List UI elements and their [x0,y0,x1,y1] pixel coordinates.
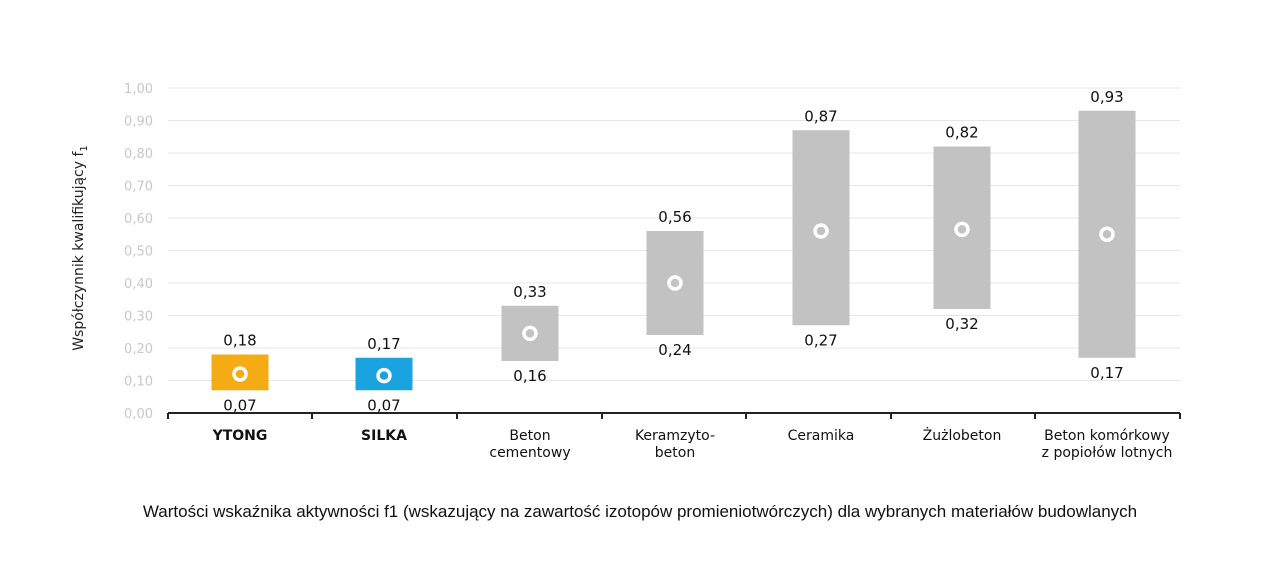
y-tick-label: 0,50 [124,245,153,260]
y-axis-title-subscript: 1 [79,145,90,151]
range-bar [933,146,991,309]
chart-caption: Wartości wskaźnika aktywności f1 (wskazu… [142,502,1138,521]
y-tick-label: 0,10 [124,375,153,390]
category-label: Żużlobeton [923,426,1002,444]
category-label: Beton [509,428,550,444]
category-label: Beton komórkowy [1044,428,1170,444]
category-label: YTONG [212,428,268,444]
low-value-label: 0,27 [804,331,837,349]
y-tick-label: 0,90 [124,115,153,130]
range-bar [211,354,269,391]
y-axis-title-text: Współczynnik kwalifikujący f [71,151,87,351]
value-labels: 0,18 0,07 0,17 0,07 0,33 0,16 0,56 0,24 0,87 0,27… [223,88,1123,415]
range-bar [1078,110,1136,358]
midpoint-marker [667,275,683,291]
low-value-label: 0,24 [658,341,691,359]
range-bar [646,231,704,335]
y-tick-label: 0,60 [124,212,153,227]
y-tick-label: 0,00 [124,407,153,422]
category-label: beton [655,445,695,461]
category-label: cementowy [489,445,570,461]
y-tick-label: 0,80 [124,147,153,162]
low-value-label: 0,07 [367,396,400,414]
category-label: Keramzyto- [635,428,715,444]
high-value-label: 0,82 [945,124,978,142]
midpoint-marker [376,367,392,384]
high-value-label: 0,93 [1090,88,1123,106]
low-value-label: 0,17 [1090,364,1123,382]
range-bar [792,130,850,326]
x-axis [167,412,1181,419]
range-bar [501,305,559,361]
y-tick-label: 0,70 [124,180,153,195]
low-value-label: 0,07 [223,396,256,414]
range-bar [355,357,413,391]
low-value-label: 0,16 [513,367,546,385]
midpoint-marker [1099,226,1115,242]
high-value-label: 0,56 [658,208,691,226]
y-tick-label: 0,40 [124,277,153,292]
y-tick-label: 0,30 [124,310,153,325]
y-tick-label: 1,00 [124,82,153,97]
low-value-label: 0,32 [945,315,978,333]
high-value-label: 0,33 [513,283,546,301]
midpoint-marker [954,221,970,238]
category-label: z popiołów lotnych [1042,445,1173,461]
y-axis-title: Współczynnik kwalifikujący f1 [71,145,90,351]
range-bars [211,110,1136,391]
y-tick-labels: 0,00 0,10 0,20 0,30 0,40 0,50 0,60 0,70 0,80 0,90… [124,82,153,422]
y-tick-label: 0,20 [124,342,153,357]
midpoint-marker [232,366,248,382]
category-label: SILKA [361,428,407,444]
midpoint-marker [522,325,538,342]
high-value-label: 0,17 [367,335,400,353]
high-value-label: 0,18 [223,332,256,350]
midpoint-marker [813,223,829,239]
category-label: Ceramika [788,428,855,444]
high-value-label: 0,87 [804,107,837,125]
